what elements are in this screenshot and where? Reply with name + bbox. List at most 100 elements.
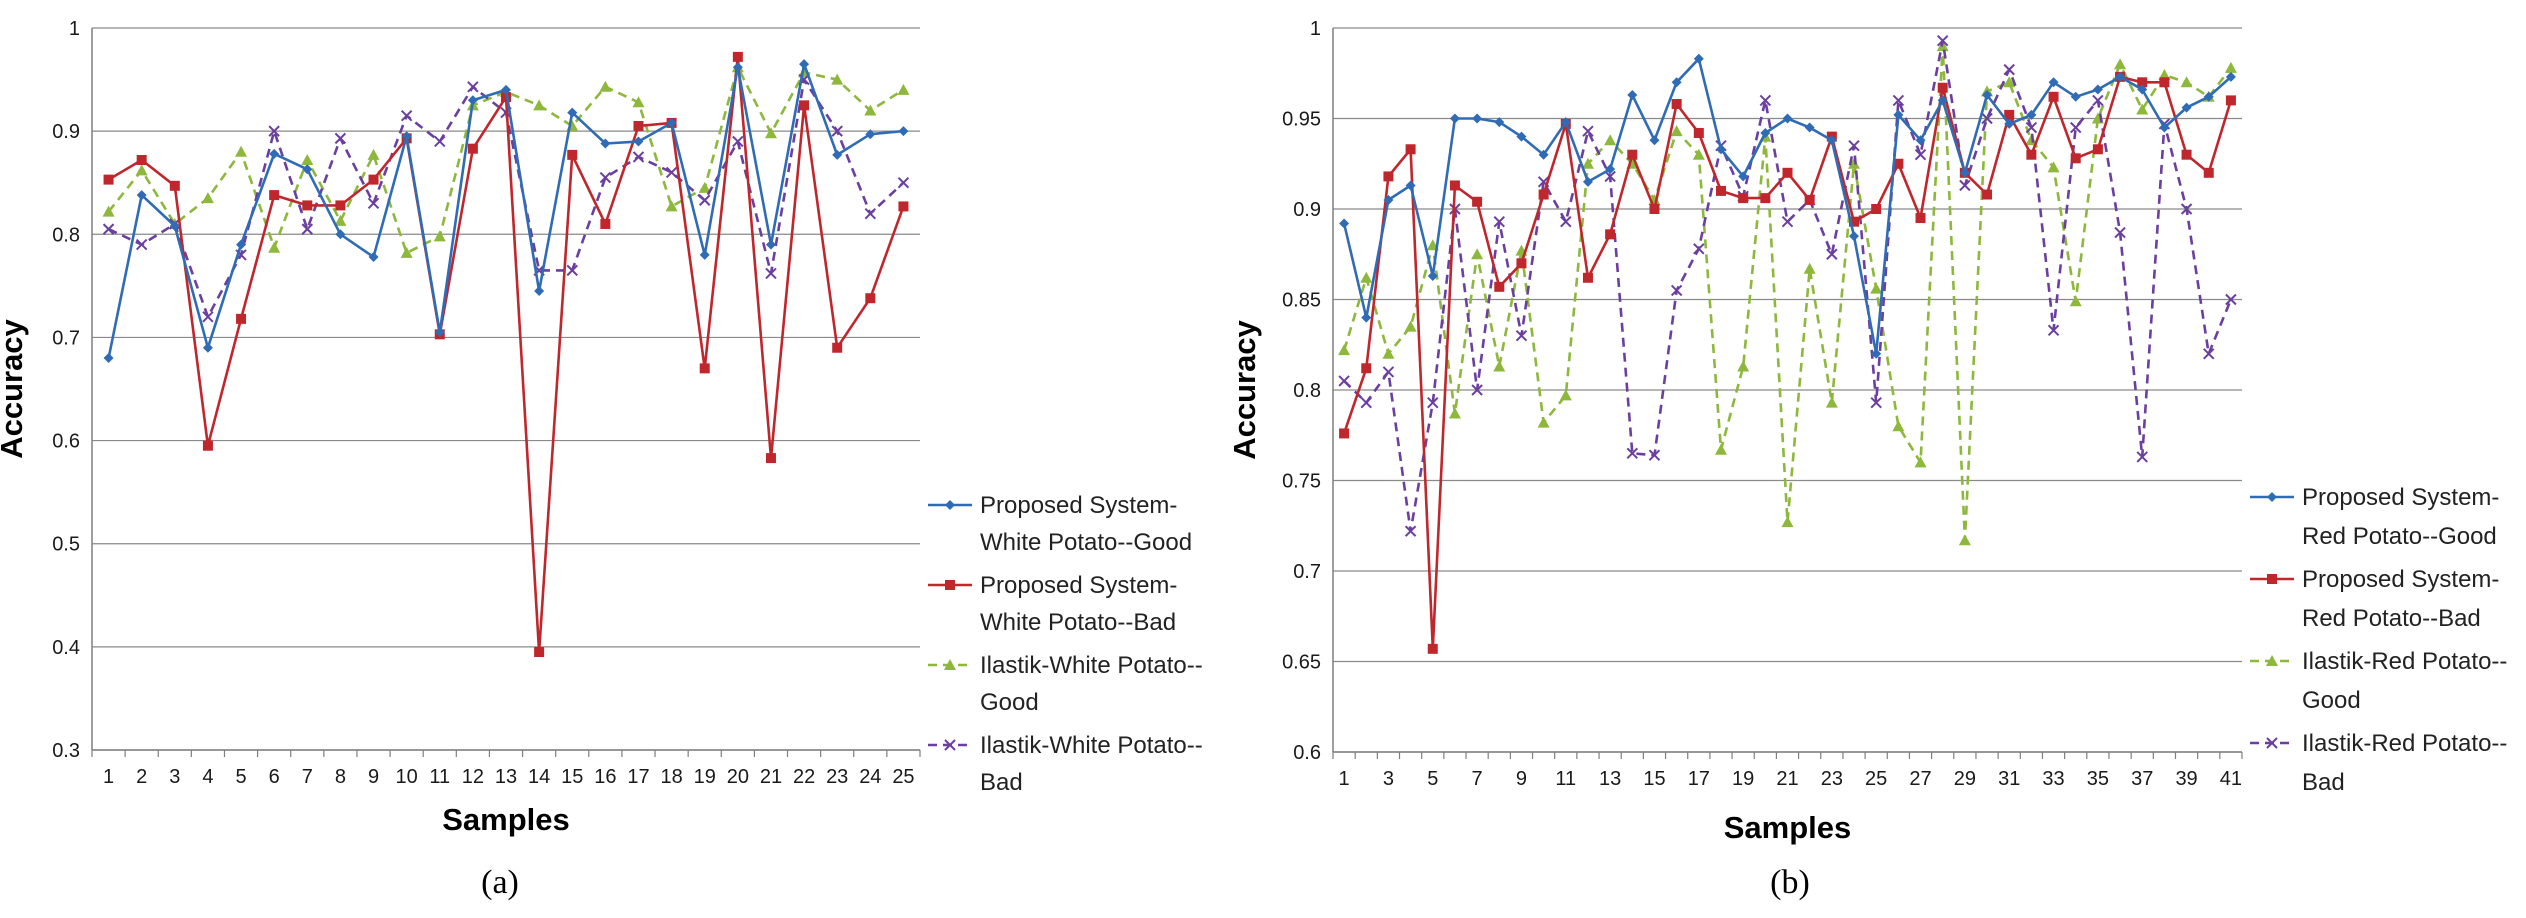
x-tick-label: 15 (1643, 768, 1665, 790)
data-point (600, 138, 611, 149)
x-tick-label: 18 (660, 766, 682, 788)
series-line (1343, 39, 2233, 533)
x-tick-label: 6 (269, 766, 280, 788)
data-point (533, 99, 546, 111)
data-point (897, 177, 910, 189)
x-tick-label: 41 (2220, 768, 2242, 790)
data-point (2180, 203, 2193, 215)
data-point (1559, 389, 1572, 401)
data-point (433, 230, 446, 242)
data-point (1361, 312, 1372, 323)
data-point (1605, 164, 1616, 175)
x-tick-label: 27 (1909, 768, 1931, 790)
data-point (633, 120, 644, 131)
data-point (1605, 229, 1616, 240)
x-tick-label: 21 (760, 766, 782, 788)
data-point (135, 164, 148, 176)
chart-panel-a: 0.30.40.50.60.70.80.911 2 3 4 5 6 7 8 9 10 11 12 13 1… (0, 18, 1203, 901)
y-tick-label: 0.75 (1282, 471, 1321, 493)
data-point (2004, 118, 2015, 129)
x-tick-label: 14 (528, 766, 550, 788)
data-point (268, 125, 280, 137)
data-point (1448, 407, 1461, 419)
x-axis-title: Samples (442, 802, 570, 837)
data-point (1936, 34, 1949, 47)
x-tick-label: 33 (2042, 768, 2064, 790)
data-point (2025, 121, 2038, 134)
legend-swatch-marker (2266, 655, 2278, 666)
data-point (832, 149, 843, 160)
data-point (1692, 148, 1705, 160)
data-point (1826, 248, 1838, 260)
data-point (1670, 284, 1683, 297)
data-point (467, 95, 478, 106)
legend-item: Proposed System- White Potato--Good (928, 492, 1192, 556)
data-point (1982, 89, 1993, 100)
data-point (102, 205, 115, 217)
legend-label: Ilastik-White Potato-- (980, 732, 1203, 759)
legend-label: Proposed System- (980, 572, 1177, 599)
data-point (1760, 127, 1771, 138)
data-point (865, 129, 876, 140)
data-point (1914, 148, 1927, 161)
data-point (1738, 171, 1749, 182)
legend-label: Proposed System- (980, 492, 1177, 519)
legend-label: Red Potato--Good (2302, 523, 2497, 550)
data-point (699, 194, 711, 206)
x-tick-label: 10 (396, 766, 418, 788)
data-point (1560, 215, 1572, 228)
data-point (2137, 84, 2148, 95)
data-point (302, 164, 313, 175)
data-point (368, 174, 379, 185)
data-point (1781, 516, 1794, 528)
legend: Proposed System-Red Potato--GoodProposed… (2250, 484, 2507, 796)
data-point (1581, 157, 1594, 169)
data-point (1715, 185, 1726, 196)
data-point (1449, 113, 1460, 124)
data-point (1958, 534, 1971, 546)
data-point (1382, 347, 1395, 359)
x-tick-label: 9 (368, 766, 379, 788)
data-point (2159, 77, 2170, 88)
data-point (1848, 139, 1860, 152)
data-point (1516, 131, 1527, 142)
data-point (1893, 158, 1904, 169)
data-point (1649, 204, 1660, 214)
data-point (335, 200, 346, 211)
data-point (2025, 134, 2038, 146)
data-point (1604, 134, 1617, 146)
data-point (1338, 344, 1351, 356)
data-point (1626, 447, 1639, 460)
data-point (1693, 53, 1704, 64)
data-point (1826, 135, 1837, 146)
x-tick-label: 11 (1555, 768, 1576, 790)
x-tick-label: 21 (1776, 768, 1798, 790)
data-point (2047, 161, 2060, 173)
data-point (632, 96, 645, 108)
legend-label: White Potato--Good (980, 529, 1192, 556)
legend-swatch-marker (944, 659, 956, 670)
y-tick-label: 0.65 (1282, 652, 1321, 674)
data-point (2069, 295, 2082, 307)
x-tick-label: 4 (202, 766, 213, 788)
data-point (235, 145, 248, 157)
x-tick-label: 11 (429, 766, 450, 788)
data-point (1537, 416, 1550, 428)
data-point (1648, 449, 1661, 461)
data-point (765, 267, 777, 280)
data-point (135, 238, 148, 251)
data-point (2092, 144, 2103, 155)
y-tick-label: 1 (69, 18, 80, 40)
data-point (1871, 348, 1882, 359)
x-tick-label: 39 (2175, 768, 2197, 790)
data-point (1893, 109, 1904, 120)
data-point (2136, 103, 2149, 115)
data-point (1914, 456, 1927, 468)
data-point (400, 246, 413, 258)
x-tick-label: 3 (1383, 768, 1394, 790)
legend-label: Bad (2302, 769, 2345, 796)
data-point (1538, 149, 1549, 160)
data-point (2047, 324, 2060, 336)
x-tick-label: 31 (1998, 768, 2020, 790)
data-point (1825, 396, 1838, 408)
